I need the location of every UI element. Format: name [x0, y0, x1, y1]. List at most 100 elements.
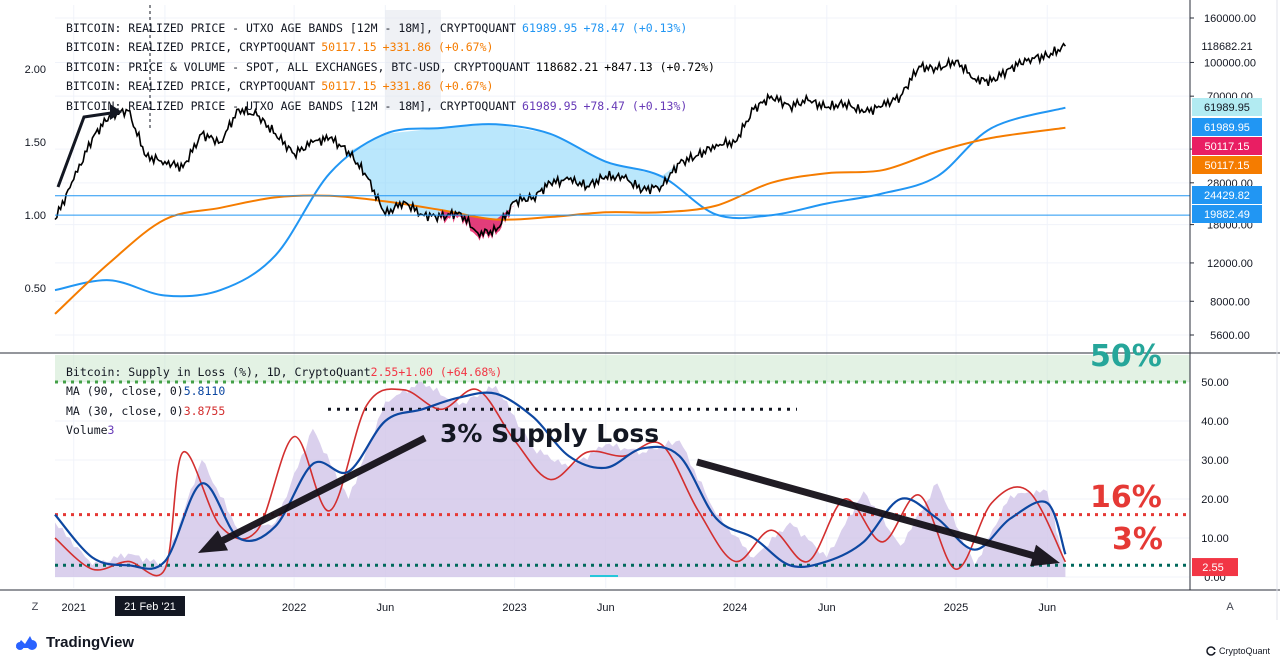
price-badge-bg — [1192, 137, 1262, 155]
supply-loss-annotation: 3% Supply Loss — [440, 419, 659, 448]
price-axis-label: 160000.00 — [1204, 13, 1256, 25]
upper-legend-row[interactable]: BITCOIN: PRICE & VOLUME - SPOT, ALL EXCH… — [66, 58, 721, 77]
zoom-button[interactable]: Z — [31, 601, 39, 613]
lower-legend-row[interactable]: Bitcoin: Supply in Loss (%), 1D, CryptoQ… — [66, 363, 502, 382]
time-axis-label: 2022 — [282, 602, 306, 614]
lower-legend-series-value: 5.8110 — [183, 384, 226, 399]
lower-legend-series-value: 2.55 — [370, 365, 399, 379]
upper-legend-series-change: +331.86 (+0.67%) — [382, 79, 494, 94]
supply-in-loss-area — [55, 381, 1066, 577]
time-axis-label: 2023 — [502, 602, 526, 614]
price-badge-label: 24429.82 — [1204, 190, 1250, 202]
upper-legend-series-name: BITCOIN: REALIZED PRICE - UTXO AGE BANDS… — [66, 21, 517, 35]
price-badge-bg — [1192, 98, 1262, 116]
tradingview-logo[interactable]: TradingView — [12, 633, 134, 651]
current-value-badge-bg — [1192, 558, 1238, 577]
lower-legend: Bitcoin: Supply in Loss (%), 1D, CryptoQ… — [66, 363, 502, 441]
level-16-annotation: 16% — [1090, 480, 1162, 515]
time-axis-label: Jun — [1038, 602, 1056, 614]
price-badge-bg — [1192, 186, 1262, 204]
upper-legend-series-name: BITCOIN: REALIZED PRICE, CRYPTOQUANT — [66, 40, 316, 55]
upper-legend-row[interactable]: BITCOIN: REALIZED PRICE - UTXO AGE BANDS… — [66, 97, 721, 116]
percent-axis-label: 50.00 — [1201, 377, 1229, 389]
upper-legend-row[interactable]: BITCOIN: REALIZED PRICE, CRYPTOQUANT 5011… — [66, 38, 721, 57]
lower-legend-series-name: MA (30, close, 0) — [66, 403, 184, 418]
arrow-rise-shape — [198, 434, 427, 553]
ma90-line — [54, 391, 1067, 570]
price-axis-label: 12000.00 — [1207, 258, 1253, 270]
cryptoquant-mark-icon — [1206, 646, 1216, 656]
upper-legend-series-value: 50117.15 — [321, 79, 377, 94]
time-axis-label: 2021 — [61, 602, 85, 614]
price-axis-label: 8000.00 — [1210, 296, 1250, 308]
cryptoquant-wordmark: CryptoQuant — [1219, 646, 1271, 656]
series-line-realized-price — [54, 126, 1066, 315]
upper-legend-series-name: BITCOIN: REALIZED PRICE - UTXO AGE BANDS… — [66, 98, 517, 113]
price-badge-label: 50117.15 — [1204, 160, 1249, 172]
upper-legend-series-value: 50117.15 — [321, 40, 377, 55]
upper-legend-series-name: BITCOIN: PRICE & VOLUME - SPOT, ALL EXCH… — [66, 59, 530, 74]
left-axis-label: 1.00 — [25, 210, 46, 222]
lower-legend-series-value: 3 — [107, 423, 115, 438]
series-line-btc-price — [54, 42, 1067, 239]
lower-legend-row[interactable]: Volume3 — [66, 421, 502, 440]
left-axis-label: 0.50 — [25, 283, 46, 295]
left-axis-label: 2.00 — [25, 64, 46, 76]
lower-legend-series-name: Bitcoin: Supply in Loss (%), 1D, CryptoQ… — [66, 365, 371, 379]
current-value-badge-label: 2.55 — [1202, 562, 1223, 574]
price-badge-label: 61989.95 — [1204, 102, 1250, 114]
percent-axis-label: 20.00 — [1201, 494, 1229, 506]
level-3-annotation: 3% — [1112, 522, 1163, 557]
time-axis-label: 2025 — [944, 602, 968, 614]
time-axis-label: Jun — [597, 602, 615, 614]
cryptoquant-logo: CryptoQuant — [1206, 646, 1270, 656]
series-line-utxo-12m-18m — [54, 106, 1066, 298]
arrow-rise — [198, 434, 427, 553]
upper-legend: BITCOIN: REALIZED PRICE - UTXO AGE BANDS… — [66, 19, 721, 116]
upper-legend-series-change: +847.13 (+0.72%) — [604, 59, 715, 74]
upper-legend-series-change: +331.86 (+0.67%) — [382, 40, 494, 55]
upper-legend-series-value: 61989.95 — [522, 21, 578, 35]
upper-legend-series-value: 118682.21 — [535, 59, 599, 74]
left-axis-label: 1.50 — [25, 137, 46, 149]
price-badge-bg — [1192, 37, 1262, 55]
tradingview-wordmark: TradingView — [46, 633, 135, 651]
lower-legend-row[interactable]: MA (90, close, 0)5.8110 — [66, 382, 502, 401]
time-axis-marker — [590, 575, 618, 577]
upper-legend-series-change: +78.47 (+0.13%) — [583, 21, 688, 35]
price-axis-label: 100000.00 — [1204, 57, 1256, 69]
time-axis-label: Jun — [818, 602, 836, 614]
date-tag-bg — [115, 596, 185, 616]
price-badge-label: 19882.49 — [1204, 209, 1250, 221]
price-badge-label: 61989.95 — [1204, 122, 1250, 134]
lower-legend-series-change: +1.00 (+64.68%) — [398, 365, 503, 379]
percent-axis-label: 30.00 — [1201, 455, 1229, 467]
upper-legend-row[interactable]: BITCOIN: REALIZED PRICE, CRYPTOQUANT 5011… — [66, 77, 721, 96]
upper-arrow-head — [110, 104, 122, 120]
time-axis-label: Jun — [376, 602, 394, 614]
percent-axis-label: 10.00 — [1201, 533, 1229, 545]
level-50-annotation: 50% — [1090, 339, 1162, 374]
lower-legend-series-name: Volume — [66, 423, 108, 438]
auto-scale-button[interactable]: A — [1226, 601, 1234, 613]
price-badge-bg — [1192, 156, 1262, 174]
price-axis-label: 5600.00 — [1210, 330, 1250, 342]
above-50-band — [55, 355, 1190, 382]
lower-legend-series-name: MA (90, close, 0) — [66, 384, 184, 399]
arrow-fall — [696, 458, 1060, 567]
lower-legend-row[interactable]: MA (30, close, 0)3.8755 — [66, 402, 502, 421]
price-badge-label: 118682.21 — [1201, 41, 1252, 53]
lower-legend-series-value: 3.8755 — [183, 403, 226, 418]
time-axis-label: 2024 — [723, 602, 747, 614]
price-badge-label: 50117.15 — [1204, 141, 1249, 153]
upper-legend-series-change: +78.47 (+0.13%) — [583, 98, 688, 113]
date-tag-label: 21 Feb '21 — [124, 601, 176, 613]
upper-legend-series-name: BITCOIN: REALIZED PRICE, CRYPTOQUANT — [66, 79, 316, 94]
arrow-fall-shape — [696, 458, 1060, 567]
upper-legend-row[interactable]: BITCOIN: REALIZED PRICE - UTXO AGE BANDS… — [66, 19, 721, 38]
upper-legend-series-value: 61989.95 — [522, 98, 578, 113]
price-badge-bg — [1192, 205, 1262, 223]
highlight-band — [385, 10, 441, 110]
